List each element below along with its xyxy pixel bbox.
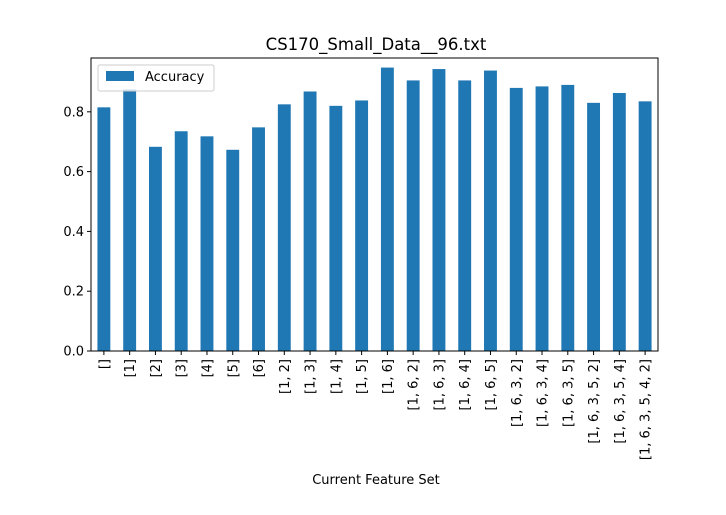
y-tick-label: 0.0 <box>63 345 84 360</box>
bar <box>561 84 575 351</box>
plot-frame <box>90 57 659 352</box>
x-axis-label: Current Feature Set <box>312 473 440 488</box>
bar <box>509 87 523 352</box>
bar <box>148 146 162 351</box>
x-tick-label: [1, 3] <box>304 359 319 394</box>
bar <box>406 80 420 352</box>
x-axis: [] [1] [2] [3] [4] [5] [6] [1, 2] [1, 3] [1, 4] [1… <box>97 351 654 460</box>
x-tick-label: [1, 6] <box>381 359 396 394</box>
bar <box>97 107 111 351</box>
x-tick-label: [] <box>97 359 112 369</box>
bars-group <box>97 67 652 352</box>
x-tick-label: [1, 6, 3, 5, 4, 2] <box>639 359 654 460</box>
x-tick-label: [5] <box>226 359 241 377</box>
bar <box>226 149 240 351</box>
y-tick-label: 0.2 <box>63 285 84 300</box>
bar <box>329 105 343 351</box>
x-tick-label: [1, 6, 4] <box>458 359 473 411</box>
x-tick-label: [1, 6, 3, 2] <box>510 359 525 427</box>
bar <box>303 91 317 352</box>
bar <box>484 70 497 351</box>
y-tick-label: 0.8 <box>63 105 84 120</box>
bar <box>638 101 652 351</box>
x-tick-label: [4] <box>200 359 215 377</box>
x-tick-label: [1, 6, 3] <box>432 359 447 411</box>
bar <box>432 69 446 351</box>
bar <box>458 80 472 352</box>
y-tick-label: 0.6 <box>63 165 84 180</box>
legend-label: Accuracy <box>145 70 205 85</box>
x-tick-label: [1, 6, 5] <box>484 359 499 411</box>
x-tick-label: [3] <box>175 359 190 377</box>
bar <box>612 92 626 351</box>
bar <box>587 102 601 351</box>
legend-swatch <box>106 71 134 81</box>
x-tick-label: [2] <box>149 359 164 377</box>
x-tick-label: [1, 6, 3, 5] <box>561 359 576 427</box>
x-tick-label: [1, 5] <box>355 359 370 394</box>
bar <box>535 86 549 352</box>
x-tick-label: [1, 6, 2] <box>407 359 422 411</box>
x-tick-label: [1, 6, 3, 4] <box>536 359 551 427</box>
bar <box>123 89 137 351</box>
y-axis: 0.0 0.2 0.4 0.6 0.8 <box>63 105 91 360</box>
x-tick-label: [6] <box>252 359 267 377</box>
x-tick-label: [1, 4] <box>329 359 344 394</box>
x-tick-label: [1] <box>123 359 138 377</box>
chart-title: CS170_Small_Data__96.txt <box>266 35 487 55</box>
bar <box>174 131 188 351</box>
bar <box>277 104 291 351</box>
x-tick-label: [1, 6, 3, 5, 2] <box>587 359 602 444</box>
bar <box>200 136 214 351</box>
x-tick-label: [1, 6, 3, 5, 4] <box>613 359 628 444</box>
legend: Accuracy <box>97 64 215 92</box>
bar <box>380 67 394 351</box>
y-tick-label: 0.4 <box>63 225 84 240</box>
bar <box>355 100 369 352</box>
bar <box>252 127 265 351</box>
x-tick-label: [1, 2] <box>278 359 293 394</box>
